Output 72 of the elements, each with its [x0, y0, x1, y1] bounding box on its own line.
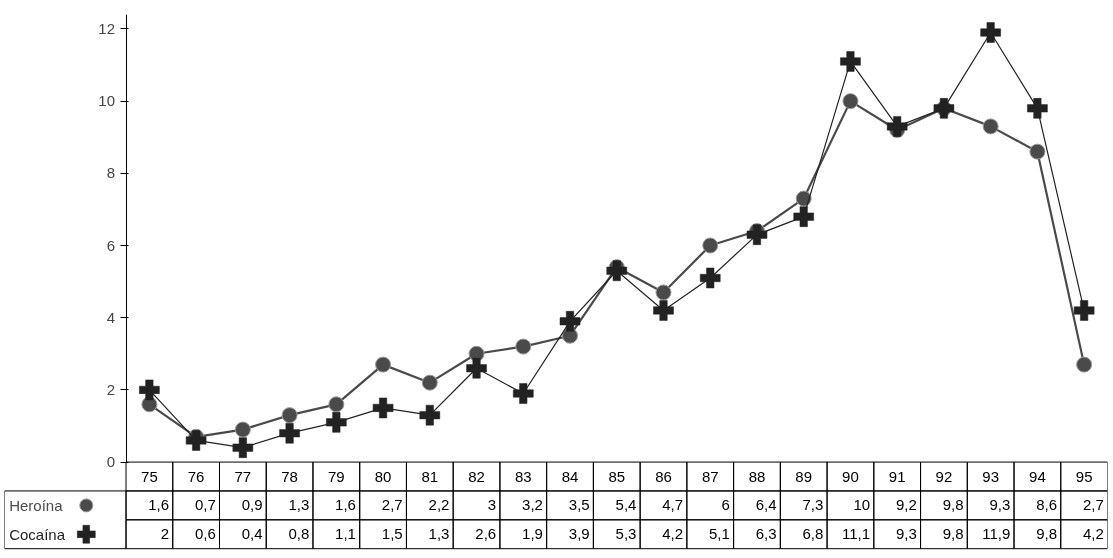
data-label: 9,3 — [989, 496, 1011, 514]
data-label: 1,9 — [522, 525, 543, 543]
data-label: 0,8 — [288, 525, 310, 543]
data-label: 2,6 — [475, 525, 497, 543]
x-tick-label: 90 — [842, 467, 859, 485]
x-tick-label: 79 — [327, 467, 345, 485]
y-tick-label: 4 — [106, 308, 116, 326]
x-tick-label: 77 — [234, 467, 252, 485]
data-label: 1,6 — [335, 496, 356, 514]
data-label: 1,1 — [335, 525, 356, 543]
y-tick-label: 6 — [106, 236, 116, 254]
data-label: 9,8 — [942, 496, 964, 514]
data-label: 9,8 — [1036, 525, 1058, 543]
x-tick-label: 82 — [468, 467, 485, 485]
data-label: 6,8 — [802, 525, 824, 543]
x-tick-label: 94 — [1029, 467, 1046, 485]
x-tick-label: 86 — [655, 467, 672, 485]
x-tick-label: 81 — [421, 467, 439, 485]
data-label: 5,1 — [709, 525, 730, 543]
x-tick-label: 88 — [748, 467, 766, 485]
x-tick-label: 91 — [888, 467, 906, 485]
x-tick-label: 92 — [935, 467, 953, 485]
data-label: 6,4 — [755, 496, 777, 514]
x-tick-label: 76 — [187, 467, 205, 485]
x-tick-label: 83 — [514, 467, 532, 485]
x-tick-label: 89 — [795, 467, 813, 485]
x-tick-label: 93 — [982, 467, 999, 485]
data-label: 0,6 — [194, 525, 216, 543]
y-tick-label: 8 — [106, 164, 116, 182]
data-label: 1,3 — [428, 525, 450, 543]
x-tick-label: 78 — [281, 467, 298, 485]
data-label: 1,6 — [148, 496, 170, 514]
data-label: 10 — [853, 496, 871, 514]
data-label: 2,7 — [381, 496, 403, 514]
data-label: 7,3 — [802, 496, 824, 514]
y-tick-label: 0 — [106, 453, 116, 471]
data-label: 2 — [160, 525, 170, 543]
data-label: 9,2 — [895, 496, 917, 514]
data-label: 0,7 — [194, 496, 216, 514]
legend-label: Cocaína — [9, 525, 66, 543]
data-label: 2,2 — [428, 496, 450, 514]
data-label: 6 — [721, 496, 730, 514]
data-label: 4,2 — [662, 525, 684, 543]
x-tick-label: 75 — [141, 467, 158, 485]
data-label: 5,4 — [615, 496, 637, 514]
x-tick-label: 84 — [561, 467, 579, 485]
data-label: 1,5 — [381, 525, 403, 543]
data-label: 3,2 — [522, 496, 543, 514]
data-label: 5,3 — [615, 525, 637, 543]
data-label: 3 — [487, 496, 497, 514]
x-tick-label: 85 — [608, 467, 626, 485]
x-tick-label: 87 — [701, 467, 719, 485]
data-label: 4,7 — [662, 496, 684, 514]
data-label: 2,7 — [1082, 496, 1104, 514]
x-tick-label: 80 — [374, 467, 392, 485]
legend-label: Heroína — [9, 496, 64, 514]
y-tick-label: 12 — [98, 19, 116, 37]
data-label: 11,9 — [982, 525, 1011, 543]
data-label: 6,3 — [755, 525, 777, 543]
data-label: 8,6 — [1036, 496, 1058, 514]
data-label: 1,3 — [288, 496, 310, 514]
data-label: 11,1 — [841, 525, 871, 543]
y-tick-label: 10 — [98, 92, 116, 110]
data-label: 3,5 — [568, 496, 590, 514]
data-label: 3,9 — [568, 525, 590, 543]
data-label: 0,9 — [241, 496, 263, 514]
data-label: 0,4 — [241, 525, 263, 543]
data-label: 9,3 — [895, 525, 917, 543]
x-tick-label: 95 — [1075, 467, 1093, 485]
y-tick-label: 2 — [106, 380, 116, 398]
data-label: 9,8 — [942, 525, 964, 543]
data-label: 4,2 — [1082, 525, 1104, 543]
